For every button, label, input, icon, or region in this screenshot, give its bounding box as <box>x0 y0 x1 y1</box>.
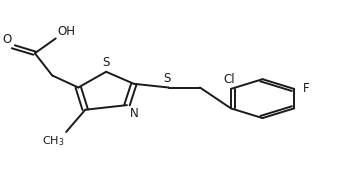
Text: OH: OH <box>57 24 75 38</box>
Text: S: S <box>103 56 110 69</box>
Text: N: N <box>130 107 138 120</box>
Text: S: S <box>163 72 171 85</box>
Text: F: F <box>303 82 309 95</box>
Text: O: O <box>2 33 12 46</box>
Text: Cl: Cl <box>223 73 235 86</box>
Text: CH$_3$: CH$_3$ <box>42 134 64 148</box>
